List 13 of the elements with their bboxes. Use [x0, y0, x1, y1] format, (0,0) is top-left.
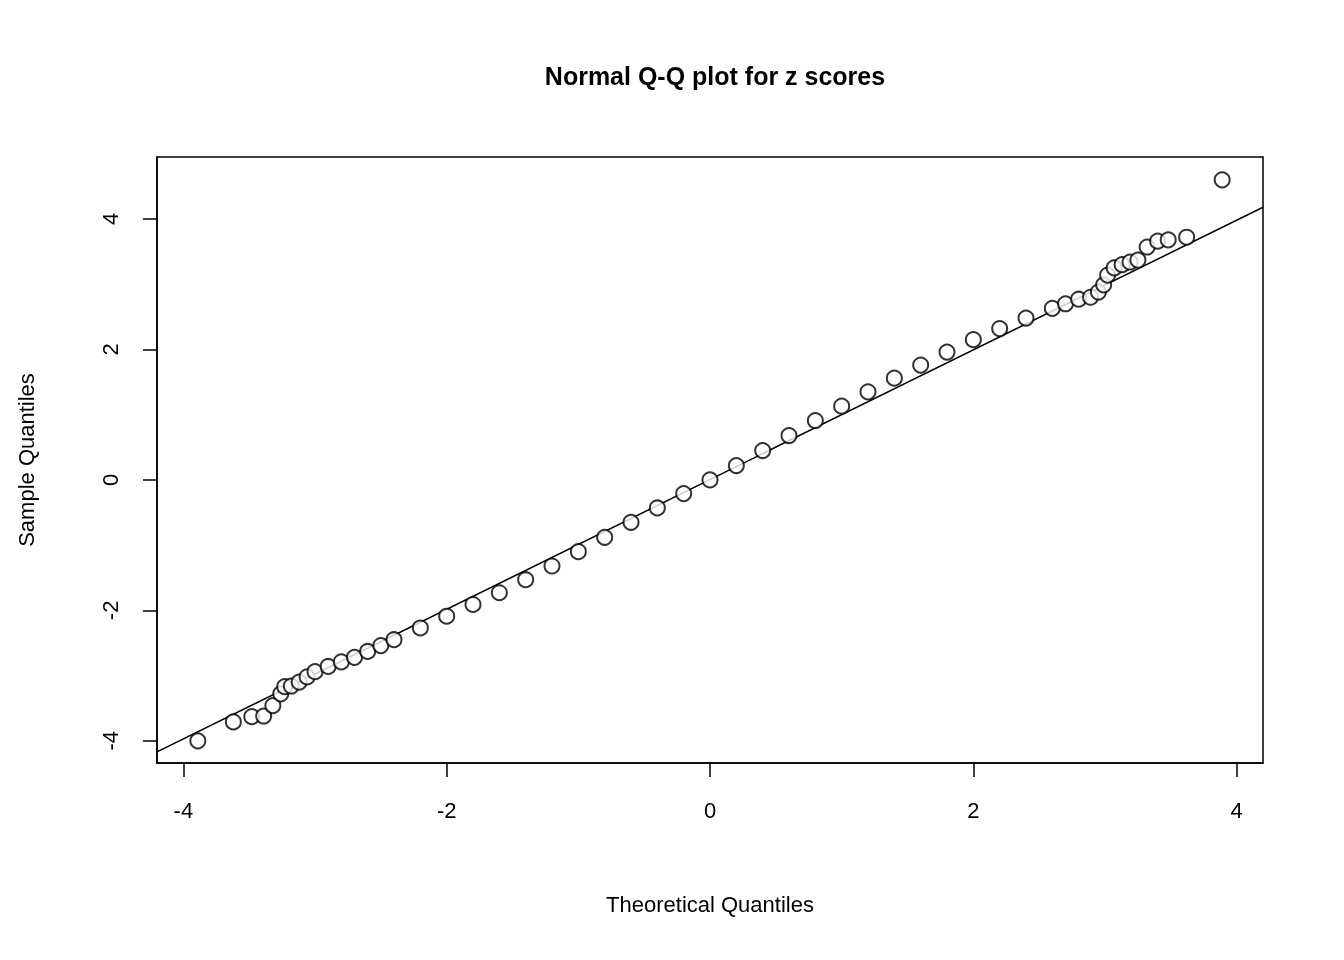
y-tick-label: 0 — [97, 473, 123, 487]
y-tick-label: 2 — [97, 343, 123, 356]
y-tick-label: -2 — [97, 600, 123, 621]
x-tick-label: 4 — [1230, 797, 1243, 823]
x-axis-title: Theoretical Quantiles — [606, 891, 814, 917]
x-tick-label: -4 — [173, 797, 194, 823]
y-tick-label: -4 — [97, 731, 123, 751]
x-tick-label: 2 — [967, 797, 980, 823]
y-tick-label: 4 — [97, 212, 123, 226]
x-tick-label: -2 — [436, 797, 457, 823]
chart-title: Normal Q-Q plot for z scores — [544, 61, 886, 90]
y-axis-title: Sample Quantiles — [13, 373, 39, 547]
x-tick-label: 0 — [703, 797, 717, 823]
